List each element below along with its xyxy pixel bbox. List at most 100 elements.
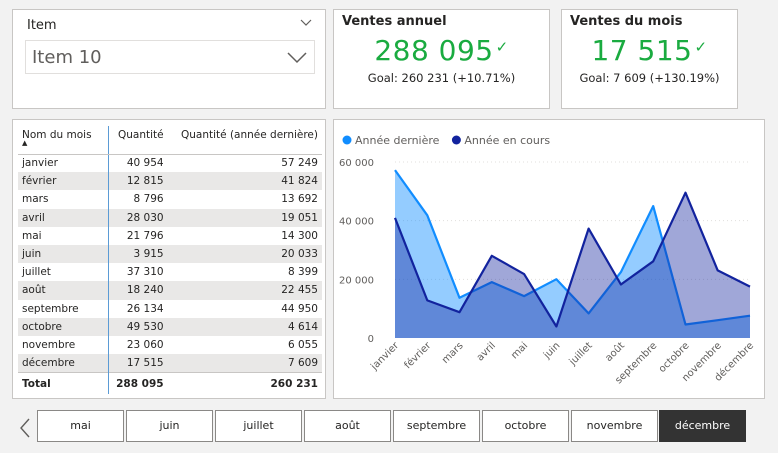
column-header-quantity[interactable]: Quantité	[108, 126, 168, 155]
check-icon: ✓	[495, 38, 509, 56]
quantity-last-year-cell: 13 692	[281, 193, 318, 206]
chevron-down-icon[interactable]	[299, 16, 313, 30]
month-cell: décembre	[18, 354, 109, 373]
kpi-month-value-row: 17 515 ✓	[562, 34, 737, 67]
table-row: janvier 40 954 57 249	[18, 154, 322, 173]
quantity-last-year-cell: 4 614	[167, 317, 322, 336]
sales-table-card: Nom du mois ▲ Quantité Quantité (année d…	[12, 119, 326, 399]
x-tick-label: juin	[541, 340, 562, 361]
series-line	[394, 169, 751, 326]
quantity-cell: 28 030	[108, 208, 168, 227]
legend-marker	[342, 135, 352, 145]
month-button[interactable]: octobre	[482, 410, 569, 442]
quantity-cell: 12 815	[108, 172, 168, 191]
sales-table: Nom du mois ▲ Quantité Quantité (année d…	[18, 126, 322, 395]
quantity-last-year-cell: 19 051	[167, 208, 322, 227]
kpi-annual-goal: Goal: 260 231 (+10.71%)	[367, 71, 516, 85]
table-row: septembre 26 134 44 950	[18, 299, 322, 318]
total-quantity-last-year: 260 231	[167, 371, 322, 395]
kpi-annual-value: 288 095	[374, 34, 494, 67]
kpi-annual-card: Ventes annuel 288 095 ✓ Goal: 260 231 (+1…	[333, 9, 550, 109]
total-label: Total	[18, 371, 109, 395]
month-button[interactable]: septembre	[393, 410, 480, 442]
total-quantity: 288 095	[108, 371, 168, 395]
table-row: juillet 37 310 8 399	[18, 263, 322, 282]
month-cell: mai	[18, 226, 109, 245]
quantity-cell: 40 954	[126, 157, 164, 170]
quantity-last-year-cell: 57 249	[281, 157, 318, 170]
month-cell: novembre	[18, 335, 109, 355]
table-row: mars 8 796 13 692	[18, 190, 322, 209]
legend-label: Année dernière	[355, 134, 440, 147]
month-cell: juillet	[18, 263, 109, 282]
month-cell: avril	[18, 208, 109, 227]
table-row: août 18 240 22 455	[18, 281, 322, 300]
month-button[interactable]: décembre	[659, 410, 746, 442]
kpi-month-value: 17 515	[591, 34, 693, 67]
x-tick-label: mars	[440, 340, 466, 366]
legend-label: Année en cours	[464, 134, 550, 147]
table-row: avril 28 030 19 051	[18, 208, 322, 227]
x-tick-label: juillet	[567, 340, 595, 368]
table-row: octobre 49 530 4 614	[18, 317, 322, 336]
quantity-last-year-cell: 44 950	[281, 302, 318, 315]
quantity-cell: 49 530	[108, 317, 168, 336]
item-dropdown[interactable]: Item 10	[25, 40, 315, 74]
table-total-row: Total 288 095 260 231	[18, 371, 322, 395]
area-chart: 0 20 000 40 000 60 000 Année dernière Année e…	[339, 134, 756, 386]
quantity-last-year-cell: 41 824	[167, 172, 322, 191]
kpi-month-goal: Goal: 7 609 (+130.19%)	[579, 71, 720, 85]
y-tick-label: 40 000	[339, 217, 374, 228]
slicer-title: Item	[27, 18, 57, 33]
quantity-last-year-cell: 8 399	[287, 266, 318, 279]
quantity-last-year-cell: 14 300	[281, 229, 318, 242]
month-cell: juin	[18, 244, 109, 264]
sort-ascending-icon: ▲	[22, 139, 28, 147]
table-row: février 12 815 41 824	[18, 172, 322, 191]
quantity-cell: 37 310	[126, 266, 164, 279]
table-row: décembre 17 515 7 609	[18, 354, 322, 373]
quantity-last-year-cell: 22 455	[167, 281, 322, 300]
month-button[interactable]: août	[304, 410, 391, 442]
x-tick-label: avril	[475, 340, 498, 363]
quantity-cell: 26 134	[126, 302, 164, 315]
month-cell: août	[18, 281, 109, 300]
month-button[interactable]: juin	[126, 410, 213, 442]
chevron-down-icon	[287, 52, 307, 64]
quantity-cell: 18 240	[108, 281, 168, 300]
month-cell: septembre	[18, 299, 109, 318]
quantity-last-year-cell: 6 055	[287, 338, 318, 351]
kpi-annual-title: Ventes annuel	[342, 14, 447, 29]
quantity-cell: 3 915	[108, 244, 168, 264]
kpi-month-card: Ventes du mois 17 515 ✓ Goal: 7 609 (+130…	[561, 9, 738, 109]
month-button[interactable]: novembre	[571, 410, 658, 442]
item-dropdown-value: Item 10	[32, 47, 102, 68]
month-button[interactable]: mai	[37, 410, 124, 442]
series-area	[395, 170, 750, 338]
table-row: juin 3 915 20 033	[18, 244, 322, 264]
y-tick-label: 20 000	[339, 275, 374, 286]
quantity-last-year-cell: 20 033	[167, 244, 322, 264]
series-area	[395, 192, 750, 338]
quantity-cell: 17 515	[108, 354, 168, 373]
table-row: mai 21 796 14 300	[18, 226, 322, 245]
column-header-month[interactable]: Nom du mois ▲	[18, 126, 109, 155]
quantity-cell: 8 796	[133, 193, 164, 206]
quantity-last-year-cell: 7 609	[167, 354, 322, 373]
y-tick-label: 0	[368, 334, 374, 345]
legend-marker	[451, 135, 461, 145]
area-chart-card: 0 20 000 40 000 60 000 Année dernière Année e…	[333, 119, 765, 399]
chevron-left-icon[interactable]	[18, 417, 32, 439]
series-line	[393, 191, 751, 328]
month-button[interactable]: juillet	[215, 410, 302, 442]
y-tick-label: 60 000	[339, 158, 374, 169]
month-cell: janvier	[18, 154, 109, 173]
column-header-quantity-last-year[interactable]: Quantité (année dernière)	[167, 126, 322, 155]
x-tick-label: août	[603, 340, 627, 364]
table-row: novembre 23 060 6 055	[18, 335, 322, 355]
x-tick-label: février	[402, 339, 434, 371]
month-cell: février	[18, 172, 109, 191]
month-cell: octobre	[18, 317, 109, 336]
kpi-annual-value-row: 288 095 ✓	[334, 34, 549, 67]
kpi-month-title: Ventes du mois	[570, 14, 683, 29]
